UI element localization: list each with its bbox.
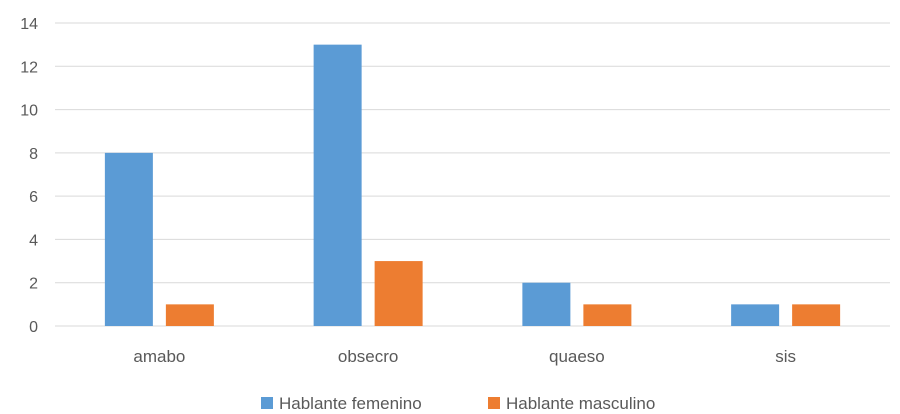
y-tick-label: 12 <box>20 59 38 76</box>
y-tick-label: 8 <box>29 146 38 163</box>
bar-amabo-masculino <box>165 304 214 326</box>
x-category-label: amabo <box>133 347 185 366</box>
bar-obsecro-masculino <box>374 261 423 326</box>
bars <box>104 44 841 327</box>
legend-label-femenino: Hablante femenino <box>279 394 422 413</box>
bar-sis-femenino <box>731 304 780 326</box>
legend-swatch-femenino <box>261 397 273 409</box>
bar-obsecro-femenino <box>313 44 362 327</box>
y-tick-label: 2 <box>29 276 38 293</box>
bar-quaeso-masculino <box>583 304 632 326</box>
gridlines <box>55 22 890 284</box>
x-axis-category-labels: amabo obsecro quaeso sis <box>133 347 796 366</box>
x-category-label: quaeso <box>549 347 605 366</box>
bar-amabo-femenino <box>104 152 153 326</box>
legend: Hablante femenino Hablante masculino <box>261 394 655 413</box>
bar-quaeso-femenino <box>522 282 571 326</box>
y-tick-label: 0 <box>29 319 38 336</box>
y-axis-tick-labels: 0 2 4 6 8 10 12 14 <box>20 16 38 336</box>
y-tick-label: 6 <box>29 189 38 206</box>
legend-swatch-masculino <box>488 397 500 409</box>
y-tick-label: 10 <box>20 103 38 120</box>
y-tick-label: 4 <box>29 232 38 249</box>
y-tick-label: 14 <box>20 16 38 33</box>
x-category-label: obsecro <box>338 347 398 366</box>
x-category-label: sis <box>775 347 796 366</box>
legend-label-masculino: Hablante masculino <box>506 394 655 413</box>
bar-sis-masculino <box>792 304 841 326</box>
